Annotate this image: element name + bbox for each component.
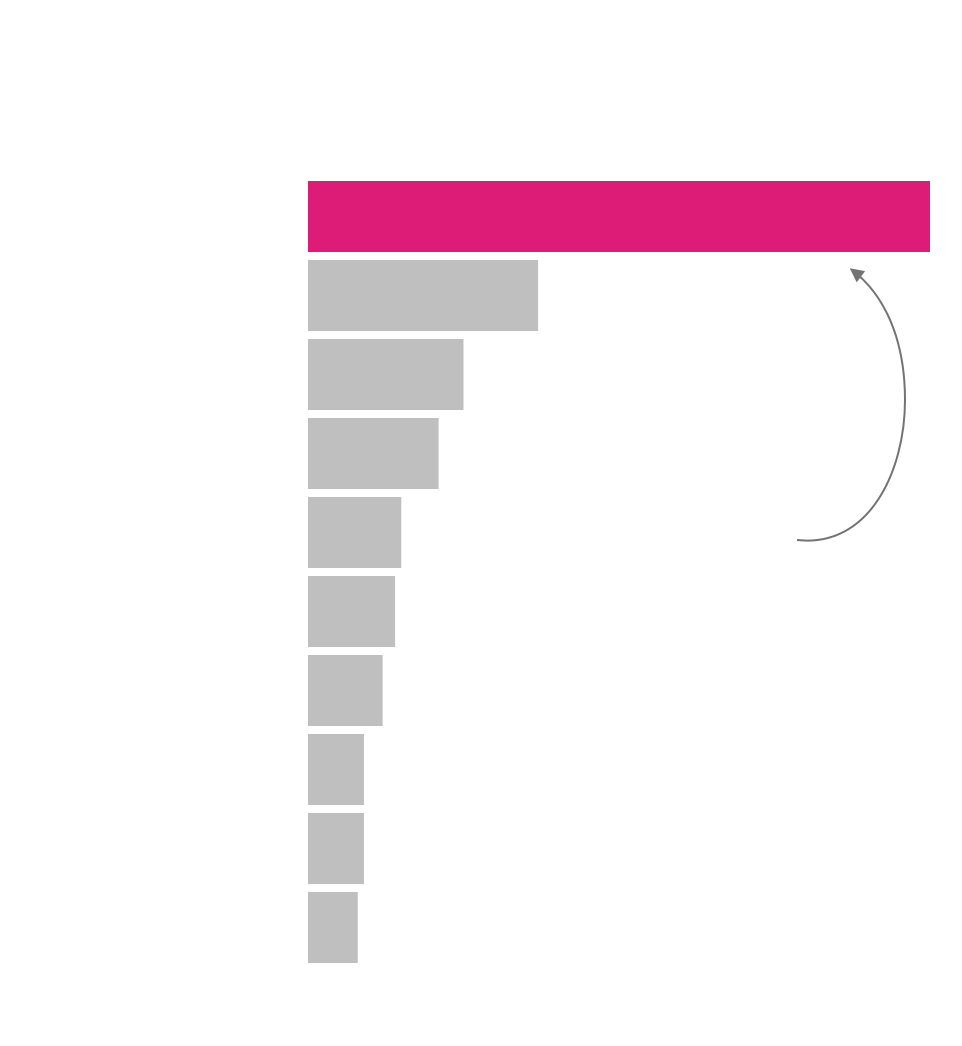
bar [308,260,539,331]
annotation-arrow [796,268,907,542]
bar [308,576,396,647]
bar [308,892,358,963]
bar [308,181,930,252]
bar [308,813,364,884]
bar [308,339,464,410]
bar [308,418,439,489]
bar [308,734,364,805]
bar [308,497,402,568]
bar [308,655,383,726]
